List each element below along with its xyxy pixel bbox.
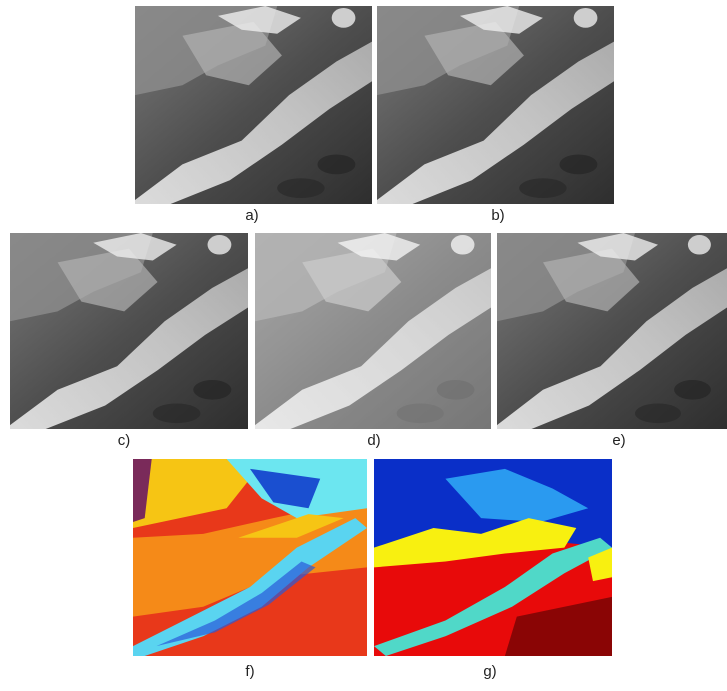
image-d: [255, 233, 491, 429]
panel-label: a): [245, 207, 258, 224]
image-a: [135, 6, 372, 204]
panel-label: b): [491, 207, 504, 224]
panel-label: c): [118, 432, 131, 449]
image-g: [374, 459, 612, 656]
image-e: [497, 233, 727, 429]
image-c: [10, 233, 248, 429]
figure: a) b) c) d) e) f) g): [0, 0, 727, 686]
panel-label: g): [483, 663, 496, 680]
panel-label: d): [367, 432, 380, 449]
panel-label: f): [245, 663, 254, 680]
image-f: [133, 459, 367, 656]
panel-label: e): [612, 432, 625, 449]
image-b: [377, 6, 614, 204]
